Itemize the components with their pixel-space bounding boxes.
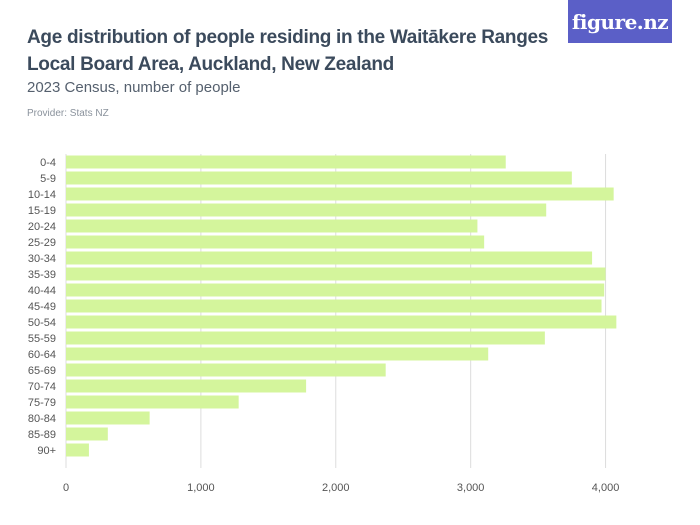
bar[interactable]	[66, 283, 605, 297]
category-label: 10-14	[28, 189, 56, 201]
category-label: 45-49	[28, 301, 56, 313]
x-tick-label: 3,000	[457, 482, 485, 494]
category-label: 25-29	[28, 237, 56, 249]
category-label: 50-54	[28, 317, 56, 329]
bar[interactable]	[66, 187, 614, 201]
bar[interactable]	[66, 411, 150, 425]
category-label: 60-64	[28, 349, 56, 361]
bar[interactable]	[66, 203, 547, 217]
category-label: 0-4	[40, 157, 56, 169]
category-label: 70-74	[28, 381, 56, 393]
bar[interactable]	[66, 443, 89, 457]
bar[interactable]	[66, 427, 108, 441]
bar[interactable]	[66, 379, 307, 393]
figure-nz-logo[interactable]: figure.nz	[568, 0, 672, 43]
x-tick-label: 4,000	[592, 482, 620, 494]
x-tick-label: 0	[63, 482, 69, 494]
category-label: 5-9	[40, 173, 56, 185]
bar[interactable]	[66, 251, 593, 265]
x-tick-label: 1,000	[187, 482, 215, 494]
category-label: 20-24	[28, 221, 56, 233]
category-label: 15-19	[28, 205, 56, 217]
category-label: 80-84	[28, 413, 56, 425]
bar[interactable]	[66, 395, 239, 409]
x-tick-label: 2,000	[322, 482, 350, 494]
category-label: 30-34	[28, 253, 56, 265]
bar[interactable]	[66, 235, 485, 249]
category-label: 35-39	[28, 269, 56, 281]
category-label: 85-89	[28, 429, 56, 441]
bars	[66, 155, 617, 457]
bar[interactable]	[66, 347, 489, 361]
chart-title: Age distribution of people residing in t…	[27, 27, 549, 75]
category-label: 75-79	[28, 397, 56, 409]
bar[interactable]	[66, 171, 572, 185]
bar[interactable]	[66, 155, 506, 169]
bar[interactable]	[66, 363, 386, 377]
category-label: 40-44	[28, 285, 56, 297]
provider-label: Provider: Stats NZ	[27, 108, 109, 119]
category-labels: 0-4 5-9 10-14 15-19 20-24 25-29 30-34 35-39 40-4…	[28, 157, 56, 457]
bar[interactable]	[66, 331, 545, 345]
chart-subtitle: 2023 Census, number of people	[27, 79, 241, 96]
bar[interactable]	[66, 267, 606, 281]
bar[interactable]	[66, 219, 478, 233]
x-tick-labels: 0 1,000 2,000 3,000 4,000	[63, 482, 619, 494]
bar[interactable]	[66, 315, 617, 329]
bar[interactable]	[66, 299, 602, 313]
category-label: 65-69	[28, 365, 56, 377]
category-label: 55-59	[28, 333, 56, 345]
category-label: 90+	[37, 445, 56, 457]
